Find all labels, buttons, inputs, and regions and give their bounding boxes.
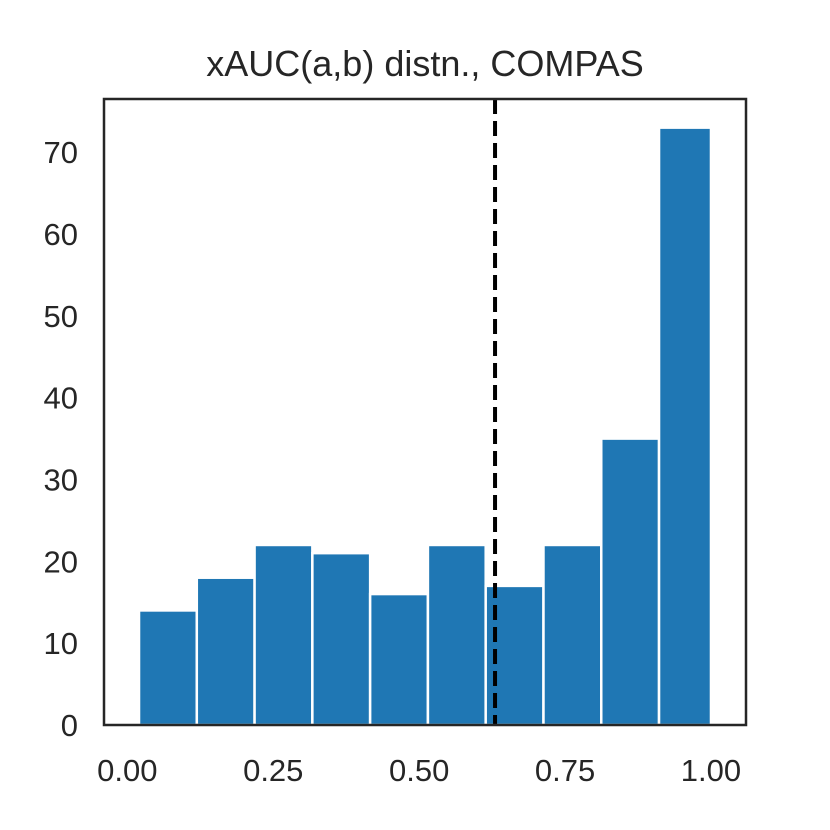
y-tick-label: 40 — [44, 381, 78, 416]
chart-title: xAUC(a,b) distn., COMPAS — [206, 43, 643, 84]
histogram-bar — [253, 543, 314, 727]
x-tick-label: 0.00 — [97, 753, 157, 788]
histogram-bar — [368, 592, 430, 727]
y-tick-label: 0 — [61, 708, 78, 743]
y-tick-label: 70 — [44, 135, 78, 170]
y-tick-label: 20 — [44, 544, 78, 579]
x-axis-ticks: 0.00 0.25 0.50 0.75 1.00 — [97, 753, 741, 788]
y-tick-label: 30 — [44, 463, 78, 498]
histogram-bar — [657, 126, 713, 727]
x-tick-label: 0.75 — [535, 753, 595, 788]
histogram-bar — [542, 543, 603, 727]
plot-frame — [102, 97, 748, 727]
y-axis-ticks: 0 10 20 30 40 50 60 70 — [44, 135, 78, 743]
histogram-bar — [195, 576, 256, 727]
y-tick-label: 10 — [44, 626, 78, 661]
x-tick-label: 0.25 — [243, 753, 303, 788]
x-tick-label: 0.50 — [389, 753, 449, 788]
histogram-bar — [600, 437, 661, 727]
histogram-bar — [426, 543, 487, 727]
x-tick-label: 1.00 — [681, 753, 741, 788]
bars-group — [137, 126, 713, 727]
histogram-bar — [137, 609, 199, 727]
y-tick-label: 60 — [44, 217, 78, 252]
histogram-bar — [311, 551, 372, 727]
y-tick-label: 50 — [44, 299, 78, 334]
